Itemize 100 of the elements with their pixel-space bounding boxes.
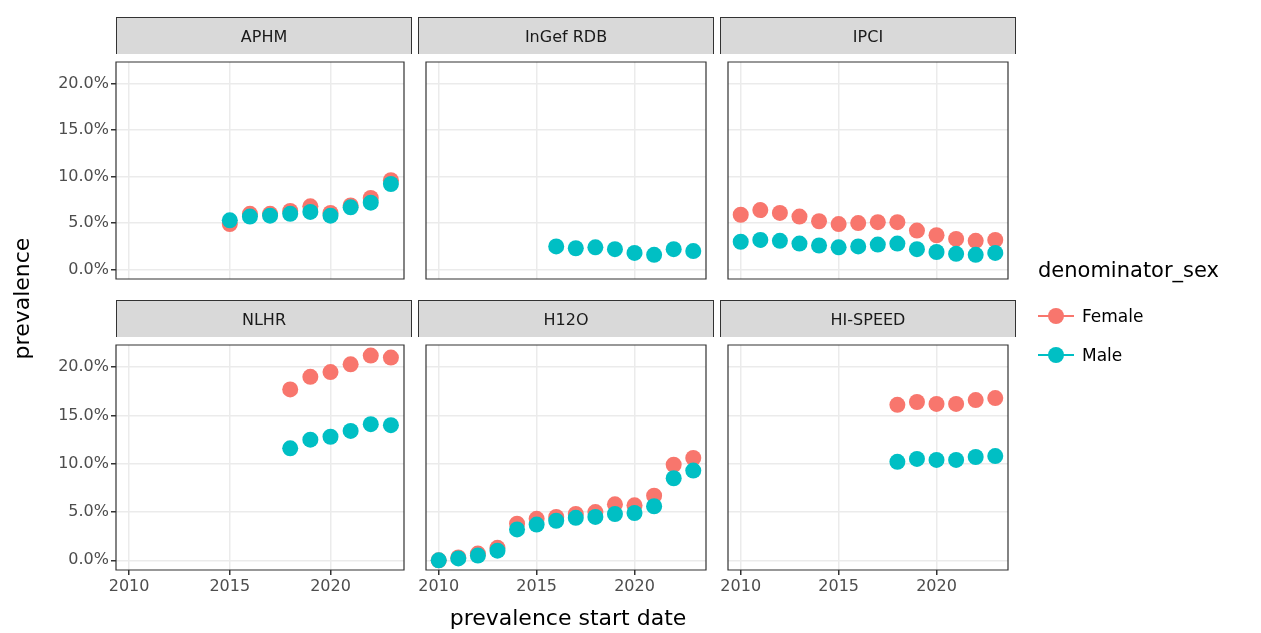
point bbox=[342, 422, 359, 439]
x-tick-label: 2010 bbox=[108, 575, 150, 595]
point bbox=[587, 508, 604, 525]
x-tick-label: 2020 bbox=[916, 575, 957, 595]
x-tick-label: 2015 bbox=[209, 575, 251, 595]
point bbox=[567, 240, 584, 257]
point bbox=[665, 241, 682, 258]
y-tick-label: 0.0% bbox=[68, 549, 109, 569]
point bbox=[948, 451, 965, 468]
point bbox=[928, 243, 945, 260]
point bbox=[548, 238, 565, 255]
point bbox=[830, 239, 847, 256]
point bbox=[302, 368, 319, 385]
point bbox=[752, 202, 769, 219]
point bbox=[665, 456, 682, 473]
point bbox=[342, 356, 359, 373]
x-tick-label: 2020 bbox=[614, 575, 655, 595]
point bbox=[221, 212, 238, 229]
point bbox=[685, 243, 702, 260]
point bbox=[282, 440, 299, 457]
x-tick-label: 2010 bbox=[720, 575, 762, 595]
point bbox=[791, 235, 808, 252]
point bbox=[830, 216, 847, 233]
chart-title: NLHR bbox=[116, 300, 412, 337]
point bbox=[567, 509, 584, 526]
legend-label: Female bbox=[1082, 305, 1144, 326]
point bbox=[967, 449, 984, 466]
point bbox=[889, 235, 906, 252]
chart-title: H12O bbox=[418, 300, 714, 337]
point bbox=[322, 364, 339, 381]
point bbox=[752, 231, 769, 248]
point bbox=[869, 214, 886, 231]
point bbox=[987, 244, 1004, 261]
point bbox=[967, 246, 984, 263]
y-tick-label: 20.0% bbox=[58, 72, 109, 92]
y-axis-title: prevalence bbox=[9, 237, 35, 359]
point bbox=[362, 347, 379, 364]
point bbox=[967, 232, 984, 249]
point bbox=[928, 227, 945, 244]
point bbox=[626, 505, 643, 522]
point bbox=[665, 470, 682, 487]
point bbox=[908, 450, 925, 467]
point bbox=[908, 393, 925, 410]
point bbox=[626, 244, 643, 261]
x-tick-label: 2010 bbox=[418, 575, 460, 595]
y-tick-label: 20.0% bbox=[58, 356, 109, 376]
y-tick-label: 15.0% bbox=[58, 119, 109, 139]
point bbox=[528, 516, 545, 533]
y-tick-label: 15.0% bbox=[58, 404, 109, 424]
point bbox=[322, 428, 339, 445]
point bbox=[282, 381, 299, 398]
chart-title: InGef RDB bbox=[418, 17, 714, 54]
point bbox=[382, 176, 399, 192]
point bbox=[548, 512, 565, 529]
point bbox=[869, 236, 886, 253]
point bbox=[811, 213, 828, 230]
x-tick-label: 2015 bbox=[818, 575, 859, 595]
x-tick-label: 2020 bbox=[310, 575, 351, 595]
point bbox=[302, 203, 319, 220]
x-axis-title: prevalence start date bbox=[448, 605, 688, 630]
point bbox=[850, 238, 867, 255]
point bbox=[791, 208, 808, 225]
x-tick-label: 2015 bbox=[516, 575, 557, 595]
point bbox=[606, 505, 623, 522]
y-tick-label: 10.0% bbox=[58, 165, 109, 185]
y-tick-label: 5.0% bbox=[68, 212, 109, 232]
point bbox=[889, 396, 906, 413]
point bbox=[948, 245, 965, 262]
point bbox=[850, 215, 867, 232]
point bbox=[362, 416, 379, 433]
point bbox=[587, 239, 604, 256]
chart-title: IPCI bbox=[720, 17, 1016, 54]
point bbox=[302, 431, 319, 448]
point bbox=[685, 462, 702, 479]
point bbox=[908, 222, 925, 239]
point bbox=[928, 395, 945, 412]
point bbox=[928, 451, 945, 468]
point bbox=[987, 448, 1004, 465]
point bbox=[362, 194, 379, 211]
point bbox=[948, 230, 965, 247]
point bbox=[606, 241, 623, 258]
point bbox=[382, 417, 399, 434]
legend-title: denominator_sex bbox=[1038, 258, 1220, 282]
point bbox=[646, 246, 663, 263]
point bbox=[908, 241, 925, 258]
point bbox=[967, 392, 984, 409]
point bbox=[987, 390, 1004, 407]
point bbox=[889, 214, 906, 231]
point bbox=[771, 204, 788, 221]
point bbox=[771, 232, 788, 249]
y-tick-label: 0.0% bbox=[68, 258, 109, 278]
y-tick-label: 10.0% bbox=[58, 452, 109, 472]
chart-title: APHM bbox=[116, 17, 412, 54]
point bbox=[732, 206, 749, 223]
chart-title: HI-SPEED bbox=[720, 300, 1016, 337]
y-tick-label: 5.0% bbox=[68, 501, 109, 521]
point bbox=[509, 521, 526, 538]
point bbox=[382, 349, 399, 366]
legend-label: Male bbox=[1082, 344, 1123, 365]
point bbox=[811, 237, 828, 254]
